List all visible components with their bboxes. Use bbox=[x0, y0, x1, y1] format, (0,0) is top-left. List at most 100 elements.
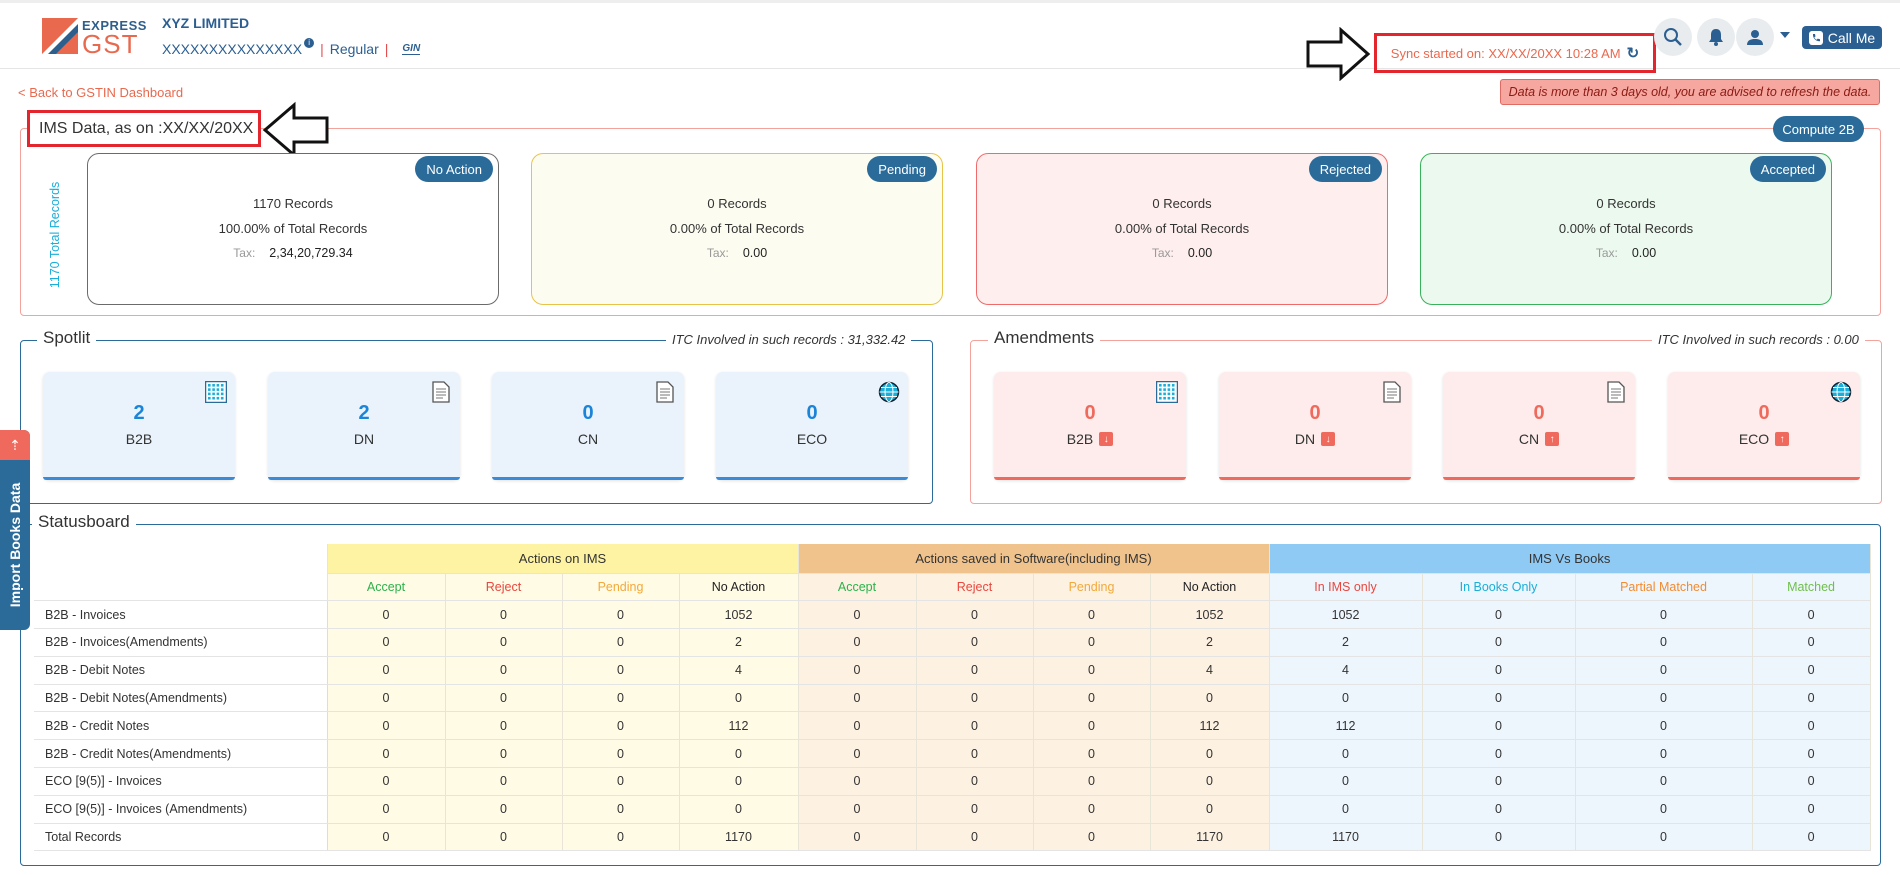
table-cell[interactable]: 2 bbox=[679, 628, 799, 657]
table-cell[interactable]: 0 bbox=[1575, 739, 1753, 769]
table-cell[interactable]: 0 bbox=[798, 795, 917, 824]
table-cell[interactable]: 0 bbox=[1422, 600, 1576, 630]
table-cell[interactable]: 0 bbox=[562, 767, 680, 796]
table-cell[interactable]: 0 bbox=[798, 600, 917, 630]
column-header[interactable]: No Action bbox=[1150, 573, 1270, 602]
table-cell[interactable]: 0 bbox=[798, 823, 917, 852]
column-header[interactable]: Partial Matched bbox=[1575, 573, 1753, 602]
table-cell[interactable]: 0 bbox=[798, 711, 917, 741]
table-cell[interactable]: 2 bbox=[1150, 628, 1270, 657]
table-cell[interactable]: 0 bbox=[1575, 684, 1753, 713]
table-cell[interactable]: 0 bbox=[1033, 628, 1151, 657]
amendments-card-cn[interactable]: 0 CN ↑ bbox=[1443, 372, 1635, 480]
table-cell[interactable]: 0 bbox=[1269, 795, 1423, 824]
amendments-card-dn[interactable]: 0 DN ↓ bbox=[1219, 372, 1411, 480]
table-cell[interactable]: 0 bbox=[798, 739, 917, 769]
table-cell[interactable]: 0 bbox=[327, 628, 446, 657]
table-cell[interactable]: 0 bbox=[327, 767, 446, 796]
table-cell[interactable]: 0 bbox=[1033, 656, 1151, 685]
table-cell[interactable]: 4 bbox=[1150, 656, 1270, 685]
table-cell[interactable]: 0 bbox=[916, 656, 1034, 685]
table-cell[interactable]: 0 bbox=[1269, 684, 1423, 713]
table-cell[interactable]: 0 bbox=[1752, 767, 1871, 796]
table-cell[interactable]: 0 bbox=[1422, 739, 1576, 769]
spotlit-card-b2b[interactable]: 2 B2B bbox=[43, 372, 235, 480]
table-cell[interactable]: 0 bbox=[1150, 684, 1270, 713]
column-header[interactable]: Pending bbox=[1033, 573, 1151, 602]
table-cell[interactable]: 0 bbox=[1033, 739, 1151, 769]
table-cell[interactable]: 0 bbox=[1752, 684, 1871, 713]
table-cell[interactable]: 0 bbox=[1575, 767, 1753, 796]
table-cell[interactable]: 0 bbox=[327, 739, 446, 769]
table-cell[interactable]: 0 bbox=[1575, 600, 1753, 630]
table-cell[interactable]: 0 bbox=[562, 600, 680, 630]
table-cell[interactable]: 0 bbox=[798, 656, 917, 685]
table-cell[interactable]: 0 bbox=[1752, 628, 1871, 657]
table-cell[interactable]: 0 bbox=[445, 739, 563, 769]
import-books-data-tab[interactable]: ⇡ Import Books Data bbox=[0, 430, 30, 630]
table-cell[interactable]: 112 bbox=[679, 711, 799, 741]
table-cell[interactable]: 0 bbox=[679, 767, 799, 796]
column-header[interactable]: In Books Only bbox=[1422, 573, 1576, 602]
table-cell[interactable]: 0 bbox=[916, 795, 1034, 824]
table-cell[interactable]: 0 bbox=[562, 711, 680, 741]
table-cell[interactable]: 0 bbox=[1752, 823, 1871, 852]
profile-button[interactable] bbox=[1736, 18, 1774, 56]
notifications-button[interactable] bbox=[1697, 18, 1735, 56]
back-to-dashboard-link[interactable]: < Back to GSTIN Dashboard bbox=[18, 85, 184, 100]
column-header[interactable]: In IMS only bbox=[1269, 573, 1423, 602]
table-cell[interactable]: 0 bbox=[1575, 628, 1753, 657]
column-header[interactable]: Accept bbox=[327, 573, 446, 602]
status-card-no-action[interactable]: No Action 1170 Records 100.00% of Total … bbox=[87, 153, 499, 305]
table-cell[interactable]: 0 bbox=[916, 600, 1034, 630]
spotlit-card-eco[interactable]: 0 ECO bbox=[716, 372, 908, 480]
chevron-down-icon[interactable] bbox=[1780, 32, 1790, 38]
table-cell[interactable]: 0 bbox=[679, 684, 799, 713]
table-cell[interactable]: 0 bbox=[1422, 628, 1576, 657]
table-cell[interactable]: 0 bbox=[1422, 684, 1576, 713]
table-cell[interactable]: 0 bbox=[445, 628, 563, 657]
table-cell[interactable]: 0 bbox=[1575, 795, 1753, 824]
call-me-button[interactable]: Call Me bbox=[1802, 26, 1882, 49]
table-cell[interactable]: 1052 bbox=[1150, 600, 1270, 630]
table-cell[interactable]: 0 bbox=[445, 600, 563, 630]
column-header[interactable]: Accept bbox=[798, 573, 917, 602]
table-cell[interactable]: 0 bbox=[1575, 711, 1753, 741]
table-cell[interactable]: 0 bbox=[798, 767, 917, 796]
status-card-accepted[interactable]: Accepted 0 Records 0.00% of Total Record… bbox=[1420, 153, 1832, 305]
table-cell[interactable]: 0 bbox=[327, 711, 446, 741]
table-cell[interactable]: 0 bbox=[798, 684, 917, 713]
table-cell[interactable]: 0 bbox=[798, 628, 917, 657]
info-icon[interactable]: i bbox=[304, 38, 315, 48]
table-cell[interactable]: 0 bbox=[327, 684, 446, 713]
table-cell[interactable]: 0 bbox=[562, 656, 680, 685]
table-cell[interactable]: 0 bbox=[1033, 767, 1151, 796]
table-cell[interactable]: 4 bbox=[1269, 656, 1423, 685]
table-cell[interactable]: 0 bbox=[1422, 767, 1576, 796]
table-cell[interactable]: 0 bbox=[916, 739, 1034, 769]
table-cell[interactable]: 1052 bbox=[1269, 600, 1423, 630]
table-cell[interactable]: 0 bbox=[1752, 711, 1871, 741]
table-cell[interactable]: 0 bbox=[1269, 739, 1423, 769]
table-cell[interactable]: 0 bbox=[1150, 739, 1270, 769]
refresh-icon[interactable]: ↻ bbox=[1626, 45, 1640, 62]
gstin-number[interactable]: XXXXXXXXXXXXXXX bbox=[162, 41, 303, 57]
table-cell[interactable]: 112 bbox=[1150, 711, 1270, 741]
table-cell[interactable]: 0 bbox=[445, 656, 563, 685]
spotlit-card-cn[interactable]: 0 CN bbox=[492, 372, 684, 480]
table-cell[interactable]: 0 bbox=[445, 767, 563, 796]
amendments-card-b2b[interactable]: 0 B2B ↓ bbox=[994, 372, 1186, 480]
table-cell[interactable]: 0 bbox=[916, 684, 1034, 713]
search-button[interactable] bbox=[1654, 18, 1692, 56]
table-cell[interactable]: 0 bbox=[445, 795, 563, 824]
app-logo[interactable]: EXPRESS GST bbox=[42, 15, 152, 57]
table-cell[interactable]: 0 bbox=[327, 656, 446, 685]
spotlit-card-dn[interactable]: 2 DN bbox=[268, 372, 460, 480]
table-cell[interactable]: 0 bbox=[1752, 795, 1871, 824]
amendments-card-eco[interactable]: 0 ECO ↑ bbox=[1668, 372, 1860, 480]
table-cell[interactable]: 1170 bbox=[679, 823, 799, 852]
table-cell[interactable]: 0 bbox=[1269, 767, 1423, 796]
table-cell[interactable]: 0 bbox=[1150, 767, 1270, 796]
column-header[interactable]: Pending bbox=[562, 573, 680, 602]
table-cell[interactable]: 0 bbox=[916, 711, 1034, 741]
